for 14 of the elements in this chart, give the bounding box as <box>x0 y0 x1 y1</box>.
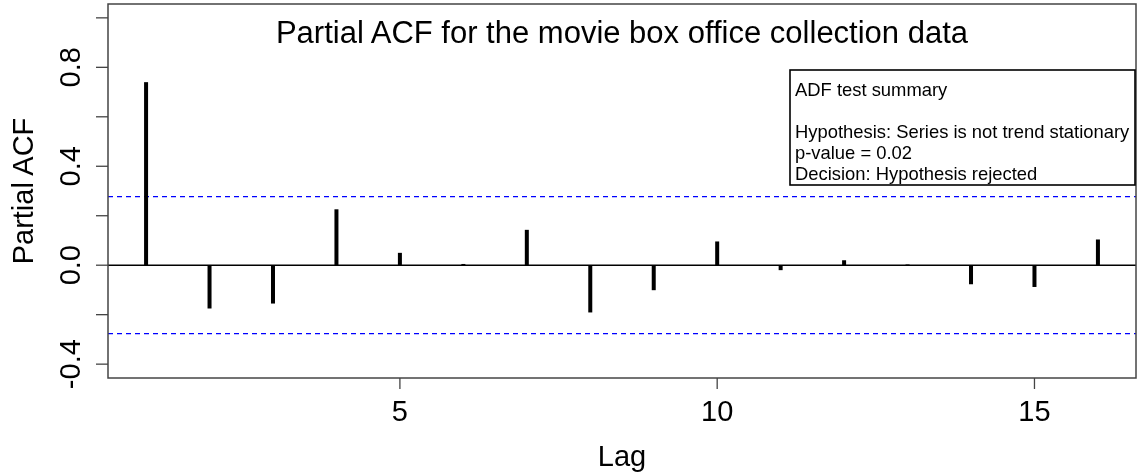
x-tick-label: 5 <box>391 395 408 427</box>
annotation: ADF test summary <box>795 79 949 100</box>
y-tick-label: 0.0 <box>54 245 86 286</box>
chart-title: Partial ACF for the movie box office collection data <box>275 15 969 50</box>
y-tick-label: 0.4 <box>54 146 86 187</box>
annotation: Hypothesis: Series is not trend stationary <box>795 121 1131 142</box>
y-axis-title: Partial ACF <box>7 117 39 265</box>
y-tick-label: 0.8 <box>54 47 86 88</box>
y-tick-label: -0.4 <box>54 339 86 390</box>
x-tick-label: 10 <box>701 395 734 427</box>
annotation: Decision: Hypothesis rejected <box>795 163 1038 184</box>
x-axis-title: Lag <box>597 440 647 472</box>
annotation: p-value = 0.02 <box>795 142 913 163</box>
x-tick-label: 15 <box>1018 395 1051 427</box>
